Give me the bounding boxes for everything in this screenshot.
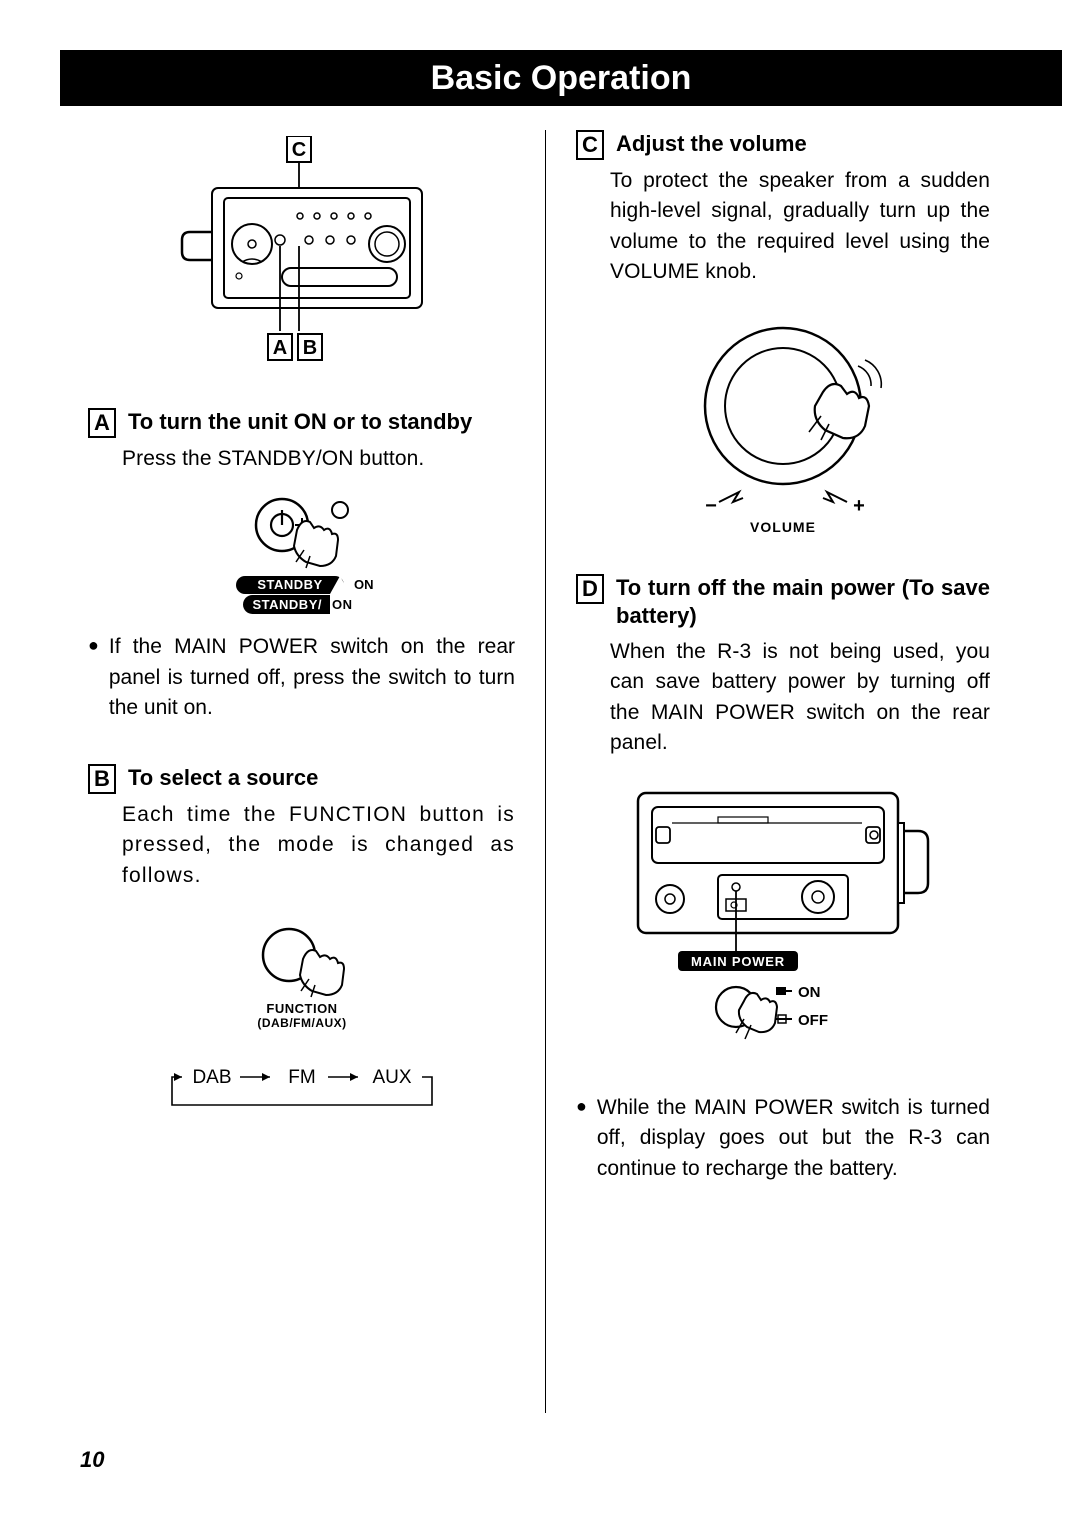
mode-sequence-diagram: DAB FM AUX: [88, 1057, 515, 1117]
off-label: OFF: [798, 1012, 828, 1029]
right-column: C Adjust the volume To protect the speak…: [545, 130, 1010, 1413]
function-button-diagram: FUNCTION (DAB/FM/AUX): [88, 915, 515, 1035]
step-c-body: To protect the speaker from a sudden hig…: [610, 166, 990, 288]
step-a-body: Press the STANDBY/ON button.: [122, 444, 515, 474]
device-overview-svg: C: [152, 136, 452, 386]
step-d: D To turn off the main power (To save ba…: [576, 574, 990, 1184]
step-c: C Adjust the volume To protect the speak…: [576, 130, 990, 546]
step-b-heading: To select a source: [128, 764, 318, 793]
seq-aux: AUX: [372, 1067, 411, 1088]
step-b-letter: B: [88, 764, 116, 794]
function-sublabel: (DAB/FM/AUX): [257, 1016, 346, 1030]
minus-icon: −: [705, 495, 717, 517]
seq-dab: DAB: [192, 1067, 231, 1088]
on-label: ON: [798, 984, 821, 1001]
content-columns: C: [80, 130, 1010, 1413]
plus-icon: +: [853, 495, 865, 517]
step-a-bullet: ● If the MAIN POWER switch on the rear p…: [88, 632, 515, 723]
step-a-heading: To turn the unit ON or to standby: [128, 408, 472, 437]
step-a-bullet-text: If the MAIN POWER switch on the rear pan…: [109, 632, 515, 723]
volume-knob-diagram: − + VOLUME: [576, 316, 990, 546]
label-a: A: [272, 337, 286, 359]
standby-svg: STANDBY ON: [202, 480, 402, 600]
rear-svg: MAIN POWER ON OFF: [618, 783, 948, 1063]
svg-text:ON: ON: [354, 577, 374, 592]
volume-label: VOLUME: [750, 519, 816, 535]
standby-label-text: STANDBY/: [243, 595, 330, 614]
step-d-letter: D: [576, 574, 604, 604]
hand-icon: [300, 950, 344, 997]
volume-svg: − + VOLUME: [663, 316, 903, 546]
main-power-label: MAIN POWER: [691, 954, 785, 969]
device-overview-diagram: C: [88, 136, 515, 386]
step-a-letter: A: [88, 408, 116, 438]
step-a: A To turn the unit ON or to standby Pres…: [88, 408, 515, 724]
section-title: Basic Operation: [431, 59, 692, 98]
function-label: FUNCTION: [266, 1001, 337, 1016]
step-c-heading: Adjust the volume: [616, 130, 807, 159]
left-column: C: [80, 130, 545, 1413]
bullet-icon: ●: [576, 1093, 587, 1184]
bullet-icon: ●: [88, 632, 99, 723]
page-number: 10: [80, 1447, 104, 1473]
section-title-bar: Basic Operation: [60, 50, 1062, 106]
step-b-body: Each time the FUNCTION button is pressed…: [122, 800, 515, 891]
step-b: B To select a source Each time the FUNCT…: [88, 764, 515, 1117]
function-svg: FUNCTION (DAB/FM/AUX): [217, 915, 387, 1035]
step-d-bullet-text: While the MAIN POWER switch is turned of…: [597, 1093, 990, 1184]
label-c: C: [291, 139, 305, 161]
hand-icon: [294, 521, 338, 568]
step-d-bullet: ● While the MAIN POWER switch is turned …: [576, 1093, 990, 1184]
step-d-heading: To turn off the main power (To save batt…: [616, 574, 990, 631]
standby-button-diagram: STANDBY ON: [88, 480, 515, 600]
seq-fm: FM: [288, 1067, 315, 1088]
label-b: B: [302, 337, 316, 359]
standby-label: STANDBY: [257, 577, 322, 592]
step-c-letter: C: [576, 130, 604, 160]
step-d-body: When the R-3 is not being used, you can …: [610, 637, 990, 759]
rear-panel-diagram: MAIN POWER ON OFF: [576, 783, 990, 1063]
